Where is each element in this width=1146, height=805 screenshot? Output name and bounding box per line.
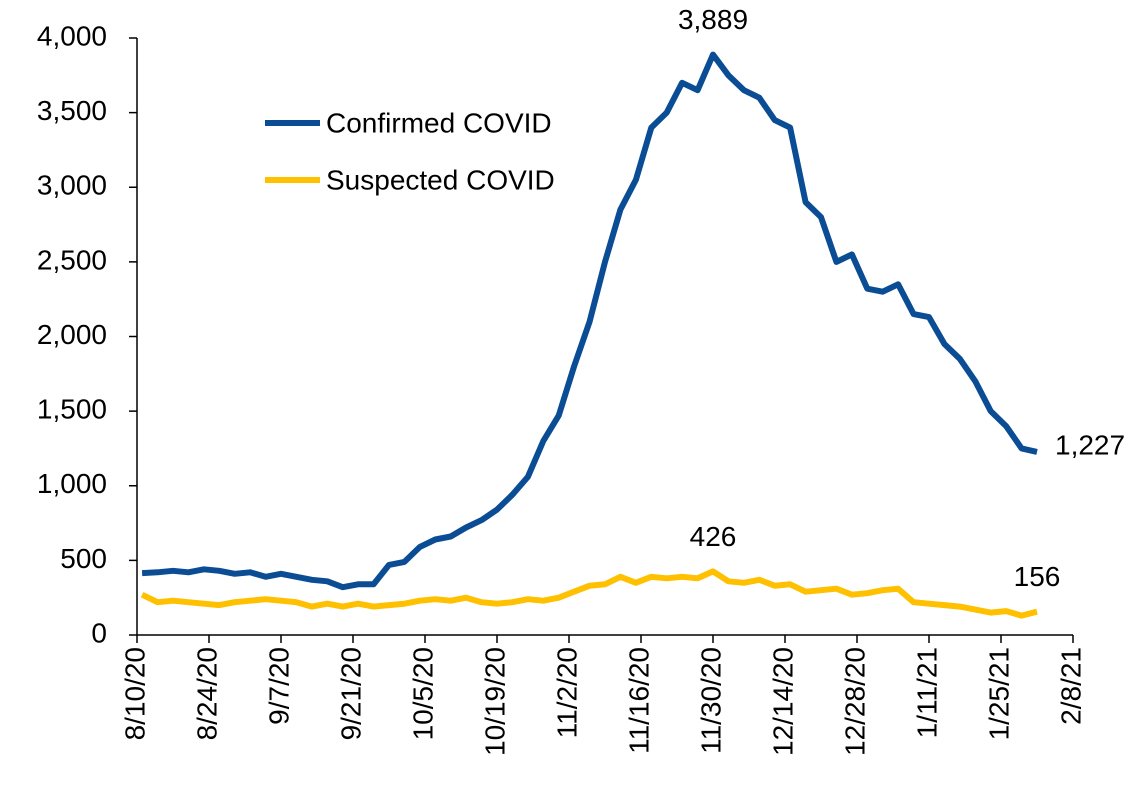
series-line (141, 51, 1038, 591)
x-tick-label: 11/16/20 (623, 647, 654, 754)
value-label: 1,227 (1055, 429, 1125, 460)
x-tick-label: 10/19/20 (479, 647, 510, 756)
x-tick-label: 11/30/20 (695, 647, 726, 754)
x-tick-label: 8/24/20 (191, 647, 222, 740)
x-tick-label: 2/8/21 (1055, 647, 1086, 725)
x-tick-label: 9/21/20 (335, 647, 366, 740)
y-tick-label: 1,000 (37, 468, 107, 499)
x-tick-label: 8/10/20 (119, 647, 150, 740)
y-tick-label: 4,000 (37, 20, 107, 51)
x-tick-label: 1/25/21 (983, 647, 1014, 740)
x-tick-label: 11/2/20 (551, 647, 582, 738)
x-tick-label: 10/5/20 (407, 647, 438, 740)
y-tick-label: 2,000 (37, 319, 107, 350)
value-label: 3,889 (678, 4, 748, 35)
legend-label: Suspected COVID (326, 164, 555, 195)
y-tick-label: 2,500 (37, 244, 107, 275)
value-label: 156 (1014, 561, 1061, 592)
x-tick-label: 1/11/21 (911, 647, 942, 738)
y-tick-label: 500 (60, 543, 107, 574)
x-tick-label: 9/7/20 (263, 647, 294, 725)
legend-label: Confirmed COVID (326, 107, 552, 138)
y-tick-label: 3,000 (37, 170, 107, 201)
x-tick-label: 12/28/20 (839, 647, 870, 756)
value-label: 426 (690, 521, 737, 552)
y-tick-label: 0 (91, 617, 107, 648)
series-line (140, 568, 1038, 619)
x-tick-label: 12/14/20 (767, 647, 798, 756)
y-tick-label: 1,500 (37, 394, 107, 425)
y-tick-label: 3,500 (37, 95, 107, 126)
